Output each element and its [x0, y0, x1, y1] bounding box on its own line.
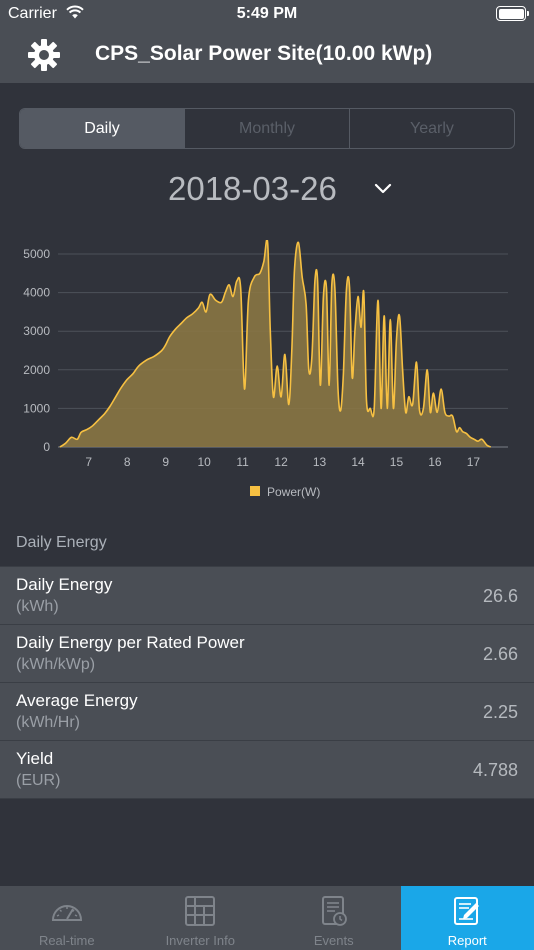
x-tick-label: 9: [162, 455, 169, 469]
row-title: Daily Energy per Rated Power: [16, 633, 245, 652]
x-tick-label: 15: [390, 455, 404, 469]
power-area: [59, 240, 491, 447]
tab-yearly[interactable]: Yearly: [349, 109, 514, 148]
row-value: 26.6: [482, 586, 518, 606]
tab-label: Report: [447, 933, 487, 948]
power-chart: 0 1000 2000 3000 4000 5000 7 8 9 10 11 12 13 14 15 16 1…: [23, 240, 508, 499]
y-tick-label: 2000: [23, 363, 50, 377]
tab-bar: Real-time Inverter Info Events: [0, 886, 534, 950]
row-unit: (kWh/kWp): [16, 656, 96, 673]
list-item: Daily Energy (kWh) 26.6: [0, 567, 534, 625]
grid-icon: [185, 896, 216, 926]
row-title: Yield: [16, 749, 54, 768]
row-value: 4.788: [472, 760, 518, 780]
nav-bar: CPS_Solar Power Site(10.00 kWp): [0, 28, 534, 83]
tab-monthly[interactable]: Monthly: [184, 109, 349, 148]
row-value: 2.25: [482, 702, 518, 722]
x-tick-label: 12: [274, 455, 288, 469]
tab-label: Real-time: [38, 933, 95, 948]
y-tick-label: 0: [43, 440, 50, 454]
gear-icon[interactable]: [26, 37, 62, 73]
legend-label: Power(W): [267, 485, 320, 499]
power-line: [59, 240, 492, 448]
x-tick-label: 17: [467, 455, 481, 469]
x-tick-label: 13: [313, 455, 327, 469]
row-unit: (kWh): [16, 598, 59, 615]
tab-label: Inverter Info: [165, 933, 235, 948]
report-edit-icon: [454, 897, 480, 925]
tab-daily[interactable]: Daily: [20, 109, 184, 148]
row-value: 2.66: [482, 644, 518, 664]
row-title: Daily Energy: [16, 575, 113, 594]
y-tick-label: 1000: [23, 401, 50, 415]
x-tick-label: 8: [124, 455, 131, 469]
x-tick-label: 11: [236, 455, 249, 469]
period-segmented-control: Daily Monthly Yearly: [19, 108, 515, 149]
document-clock-icon: [321, 896, 347, 926]
tab-report[interactable]: Report: [400, 886, 534, 950]
clock: 5:49 PM: [236, 5, 298, 22]
y-tick-label: 3000: [23, 324, 50, 338]
date-value[interactable]: 2018-03-26: [168, 170, 337, 207]
row-title: Average Energy: [16, 691, 138, 710]
status-bar: Carrier 5:49 PM: [0, 0, 534, 28]
section-title: Daily Energy: [16, 534, 107, 551]
page-title: CPS_Solar Power Site(10.00 kWp): [95, 42, 433, 65]
x-axis-ticks: 7 8 9 10 11 12 13 14 15 16 17: [85, 455, 480, 469]
energy-list: Daily Energy (kWh) 26.6 Daily Energy per…: [0, 566, 534, 799]
gauge-icon: [51, 905, 82, 921]
battery-icon: [496, 6, 529, 21]
chart-legend: Power(W): [250, 485, 320, 499]
list-item: Yield (EUR) 4.788: [0, 741, 534, 799]
y-axis-ticks: 0 1000 2000 3000 4000 5000: [23, 247, 50, 454]
x-tick-label: 10: [197, 455, 211, 469]
tab-label: Events: [313, 933, 354, 948]
row-unit: (EUR): [16, 772, 61, 789]
x-tick-label: 14: [351, 455, 365, 469]
wifi-icon: [66, 5, 84, 19]
list-item: Daily Energy per Rated Power (kWh/kWp) 2…: [0, 625, 534, 683]
carrier-label: Carrier: [8, 5, 57, 22]
list-item: Average Energy (kWh/Hr) 2.25: [0, 683, 534, 741]
y-tick-label: 5000: [23, 247, 50, 261]
x-tick-label: 7: [85, 455, 92, 469]
chevron-down-icon[interactable]: [373, 182, 393, 196]
y-tick-label: 4000: [23, 286, 50, 300]
date-selector[interactable]: 2018-03-26: [0, 168, 534, 212]
tab-real-time[interactable]: Real-time: [0, 886, 134, 950]
row-unit: (kWh/Hr): [16, 714, 80, 731]
tab-events[interactable]: Events: [267, 886, 401, 950]
tab-inverter-info[interactable]: Inverter Info: [134, 886, 268, 950]
legend-swatch: [250, 486, 260, 496]
x-tick-label: 16: [428, 455, 442, 469]
